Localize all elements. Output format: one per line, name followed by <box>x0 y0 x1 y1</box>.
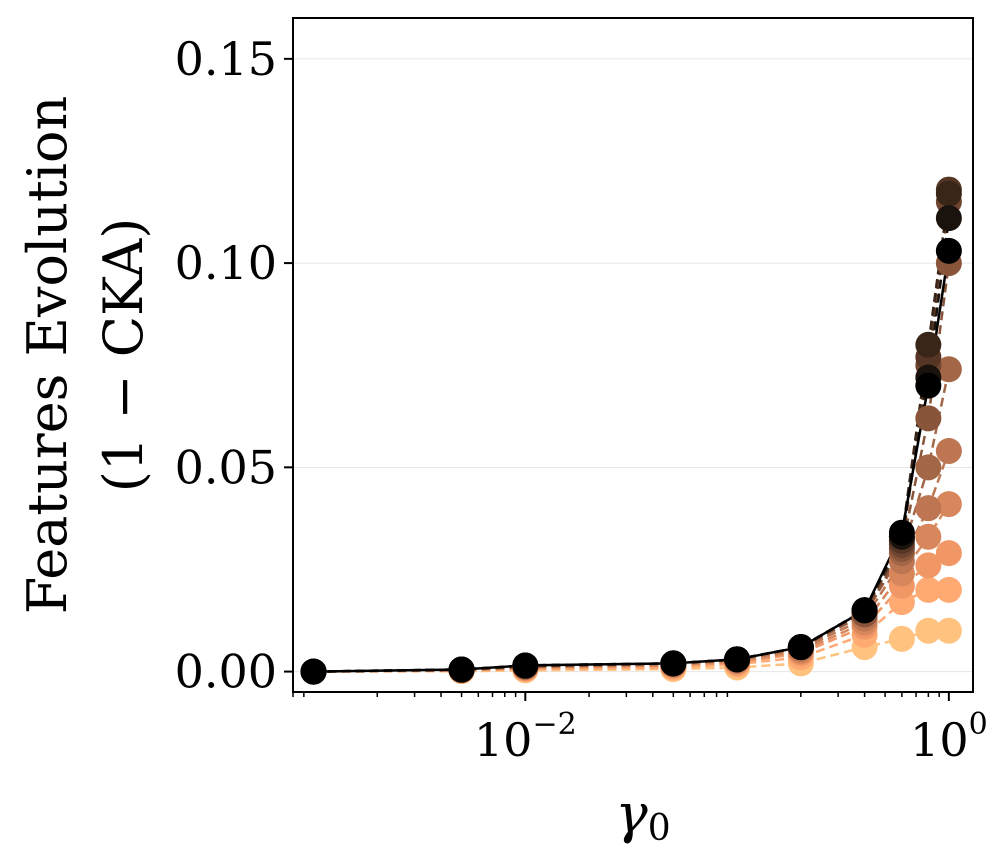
y-axis-label-line1: Features Evolution <box>16 96 79 615</box>
series-line-7 <box>313 450 951 673</box>
x-tick-label: 100 <box>910 707 988 767</box>
grid-lines <box>293 58 973 673</box>
series-line-9 <box>313 552 950 673</box>
series-line-4 <box>313 201 951 673</box>
y-tick-label: 0.10 <box>175 236 277 290</box>
series-0-point-3 <box>660 650 687 677</box>
x-axis-label: γ0 <box>615 782 670 849</box>
y-axis-label-line2: (1 − CKA) <box>92 218 155 493</box>
series-9-point-9 <box>935 540 962 567</box>
series-0-point-4 <box>724 646 751 673</box>
series-11-point-8 <box>915 617 942 644</box>
y-tick-label: 0.15 <box>175 32 277 86</box>
series-lines <box>313 189 951 673</box>
series-line-2 <box>313 193 951 673</box>
series-line-10 <box>313 588 949 673</box>
series-5-point-8 <box>915 405 942 432</box>
series-0-point-0 <box>300 658 327 685</box>
series-9-point-8 <box>915 552 942 579</box>
series-0-point-5 <box>787 634 814 661</box>
series-0-point-1 <box>448 656 475 683</box>
x-axis-ticks: 10−2 100 <box>292 692 988 767</box>
series-0-point-9 <box>935 237 962 264</box>
series-0-point-6 <box>851 597 878 624</box>
series-0-point-2 <box>512 652 539 679</box>
series-0-point-7 <box>888 519 915 546</box>
y-axis-ticks: 0.00 0.05 0.10 0.15 <box>175 32 293 699</box>
x-tick-label: 10−2 <box>474 707 577 767</box>
plot-area-frame <box>292 17 974 693</box>
series-8-point-9 <box>935 491 962 518</box>
y-tick-label: 0.00 <box>175 645 277 699</box>
series-0-point-8 <box>915 372 942 399</box>
series-6-point-9 <box>935 356 962 383</box>
series-2-point-9 <box>935 180 962 207</box>
series-7-point-9 <box>935 437 962 464</box>
series-2-point-8 <box>915 331 942 358</box>
series-8-point-8 <box>915 523 942 550</box>
series-line-11 <box>313 629 949 673</box>
series-7-point-8 <box>915 495 942 522</box>
series-1-point-9 <box>935 205 962 232</box>
series-11-point-7 <box>888 625 915 652</box>
series-10-point-9 <box>935 576 962 603</box>
series-line-8 <box>313 503 950 673</box>
series-points <box>300 176 962 685</box>
series-11-point-9 <box>935 617 962 644</box>
y-tick-label: 0.05 <box>175 440 277 494</box>
series-line-0 <box>313 250 951 673</box>
series-10-point-8 <box>915 576 942 603</box>
series-6-point-8 <box>915 454 942 481</box>
series-line-3 <box>313 189 951 673</box>
